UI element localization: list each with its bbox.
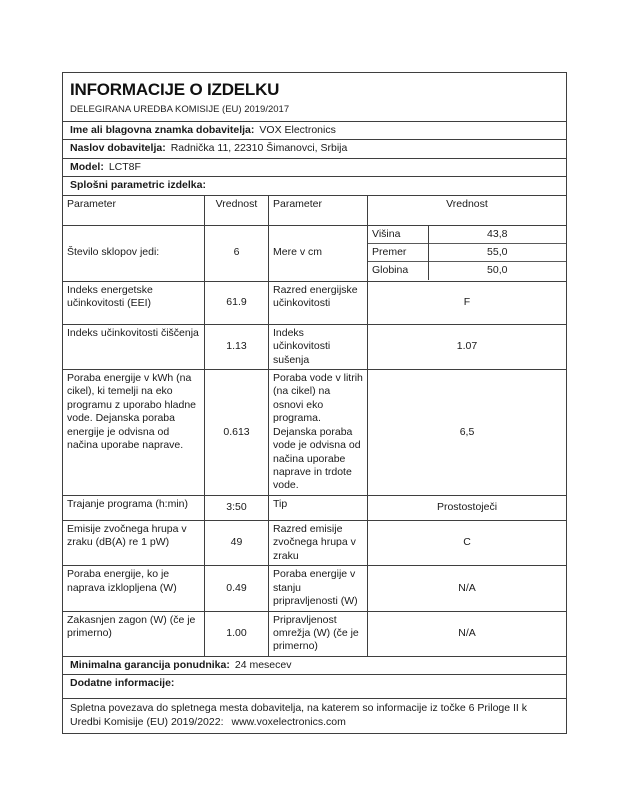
dimension-value: 50,0	[428, 261, 566, 280]
param-label: Poraba energije v stanju pripravljenosti…	[268, 565, 368, 612]
dimension-row: Premer 55,0	[368, 243, 566, 262]
param-value: 0.613	[204, 368, 269, 496]
param-label: Trajanje programa (h:min)	[62, 494, 205, 521]
param-value: 1.00	[204, 610, 269, 657]
supplier-address-row: Naslov dobavitelja: Radnička 11, 22310 Ši…	[62, 139, 567, 159]
supplier-name-label: Ime ali blagovna znamka dobavitelja:	[70, 123, 255, 136]
footer-row: Spletna povezava do spletnega mesta doba…	[62, 698, 567, 735]
table-row-program-duration: Trajanje programa (h:min) 3:50 Tip Prost…	[62, 494, 567, 521]
param-label: Razred emisije zvočnega hrupa v zraku	[268, 519, 368, 567]
param-label: Indeks učinkovitosti sušenja	[268, 323, 368, 370]
param-label: Pripravljenost omrežja (W) (če je primer…	[268, 610, 368, 657]
model-label: Model:	[70, 160, 104, 173]
col-header-value-left: Vrednost	[204, 194, 269, 226]
dimension-label: Višina	[368, 225, 429, 244]
dimension-label: Premer	[368, 243, 429, 262]
table-row-cleaning-index: Indeks učinkovitosti čiščenja 1.13 Indek…	[62, 323, 567, 370]
param-label: Razred energijske učinkovitosti	[268, 280, 368, 325]
dimensions-subtable: Višina 43,8 Premer 55,0 Globina 50,0	[368, 225, 566, 280]
param-value: N/A	[367, 610, 567, 657]
param-value: F	[367, 280, 567, 325]
param-label: Emisije zvočnega hrupa v zraku (dB(A) re…	[62, 519, 205, 567]
dimension-value: 55,0	[428, 243, 566, 262]
col-header-parameter-left: Parameter	[62, 194, 205, 226]
product-info-document: INFORMACIJE O IZDELKU DELEGIRANA UREDBA …	[62, 72, 567, 735]
supplier-name-row: Ime ali blagovna znamka dobavitelja: VOX …	[62, 120, 567, 141]
param-value: 6	[204, 224, 269, 282]
warranty-label: Minimalna garancija ponudnika:	[70, 658, 230, 671]
param-label: Tip	[268, 494, 368, 521]
supplier-address-label: Naslov dobavitelja:	[70, 142, 166, 155]
section-header-row: Splošni parametric izdelka:	[62, 176, 567, 196]
param-value: 49	[204, 519, 269, 567]
param-label: Poraba energije v kWh (na cikel), ki tem…	[62, 368, 205, 496]
param-value: C	[367, 519, 567, 567]
table-header-row: Parameter Vrednost Parameter Vrednost	[62, 194, 567, 226]
document-subtitle: DELEGIRANA UREDBA KOMISIJE (EU) 2019/201…	[70, 103, 290, 115]
param-value: N/A	[367, 565, 567, 612]
param-value: 1.13	[204, 323, 269, 370]
section-header-label: Splošni parametric izdelka:	[70, 179, 206, 192]
param-value: 0.49	[204, 565, 269, 612]
param-label: Mere v cm	[268, 224, 368, 282]
document-title: INFORMACIJE O IZDELKU	[70, 80, 280, 99]
param-label: Poraba vode v litrih (na cikel) na osnov…	[268, 368, 368, 496]
warranty-row: Minimalna garancija ponudnika: 24 mesecev	[62, 655, 567, 676]
title-row: INFORMACIJE O IZDELKU DELEGIRANA UREDBA …	[62, 72, 567, 122]
param-label: Zakasnjen zagon (W) (če je primerno)	[62, 610, 205, 657]
supplier-name-value: VOX Electronics	[259, 123, 336, 136]
table-row-off-mode: Poraba energije, ko je naprava izkloplje…	[62, 565, 567, 612]
table-row-noise: Emisije zvočnega hrupa v zraku (dB(A) re…	[62, 519, 567, 567]
table-row-energy-water-consumption: Poraba energije v kWh (na cikel), ki tem…	[62, 368, 567, 496]
website-url: www.voxelectronics.com	[231, 715, 346, 728]
additional-info-label: Dodatne informacije:	[70, 677, 175, 690]
param-label: Poraba energije, ko je naprava izkloplje…	[62, 565, 205, 612]
param-value: 3:50	[204, 494, 269, 521]
dimension-row: Globina 50,0	[368, 261, 566, 280]
supplier-address-value: Radnička 11, 22310 Šimanovci, Srbija	[170, 142, 348, 155]
param-value: 61.9	[204, 280, 269, 325]
footer-text: Spletna povezava do spletnega mesta doba…	[70, 702, 528, 728]
table-row-place-settings: Število sklopov jedi: 6 Mere v cm Višina…	[62, 224, 567, 282]
param-label: Indeks učinkovitosti čiščenja	[62, 323, 205, 370]
col-header-value-right: Vrednost	[367, 194, 567, 226]
param-value: Prostostoječi	[367, 494, 567, 521]
col-header-parameter-right: Parameter	[268, 194, 368, 226]
model-row: Model: LCT8F	[62, 157, 567, 178]
model-value: LCT8F	[108, 160, 141, 173]
table-row-energy-index: Indeks energetske učinkovitosti (EEI) 61…	[62, 280, 567, 325]
param-label: Indeks energetske učinkovitosti (EEI)	[62, 280, 205, 325]
additional-info-row: Dodatne informacije:	[62, 674, 567, 700]
param-value: 6,5	[367, 368, 567, 496]
table-row-delayed-start: Zakasnjen zagon (W) (če je primerno) 1.0…	[62, 610, 567, 657]
dimension-label: Globina	[368, 261, 429, 280]
param-value: 1.07	[367, 323, 567, 370]
dimension-value: 43,8	[487, 227, 508, 240]
warranty-value: 24 mesecev	[234, 658, 292, 671]
dimension-row: Višina 43,8	[368, 225, 566, 244]
param-label: Število sklopov jedi:	[62, 224, 205, 282]
